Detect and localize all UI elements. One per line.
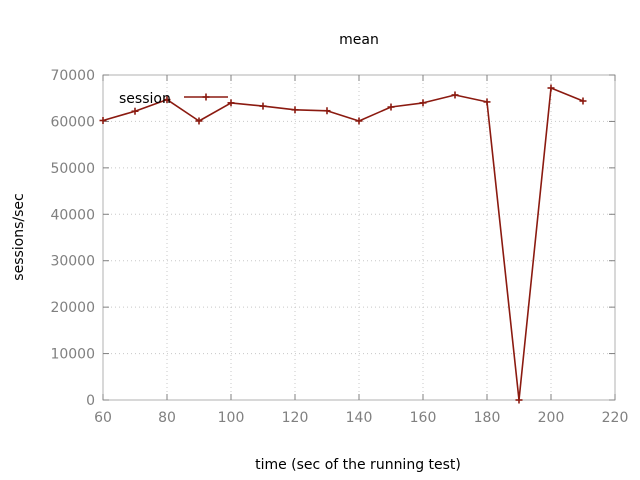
data-point <box>355 117 363 125</box>
data-point <box>387 103 395 111</box>
x-tick-label: 120 <box>282 410 309 426</box>
y-tick-label: 50000 <box>50 161 95 177</box>
legend-marker-session <box>202 93 210 101</box>
data-point <box>227 99 235 107</box>
data-point <box>291 106 299 114</box>
data-point <box>131 107 139 115</box>
chart-title: mean <box>339 32 379 48</box>
data-point <box>483 98 491 106</box>
x-tick-label: 200 <box>538 410 565 426</box>
x-tick-label: 220 <box>602 410 629 426</box>
y-axis-title: sessions/sec <box>11 193 27 280</box>
data-point <box>163 96 171 104</box>
legend: session <box>119 91 228 107</box>
y-tick-label: 20000 <box>50 300 95 316</box>
y-tick-label: 10000 <box>50 347 95 363</box>
x-axis-title: time (sec of the running test) <box>255 457 461 473</box>
x-tick-label: 100 <box>218 410 245 426</box>
x-tick-label: 140 <box>346 410 373 426</box>
data-point <box>419 99 427 107</box>
x-tick-label: 160 <box>410 410 437 426</box>
x-tick-label: 180 <box>474 410 501 426</box>
data-point <box>547 84 555 92</box>
data-point <box>579 97 587 105</box>
data-point <box>451 91 459 99</box>
y-tick-label: 30000 <box>50 254 95 270</box>
data-point <box>323 107 331 115</box>
series-line-session <box>102 87 584 401</box>
y-tick-label: 40000 <box>50 207 95 223</box>
data-point <box>195 117 203 125</box>
x-tick-label: 80 <box>158 410 176 426</box>
legend-label-session: session <box>119 91 171 107</box>
x-tick-label: 60 <box>94 410 112 426</box>
y-tick-label: 0 <box>86 393 95 409</box>
series-group <box>99 84 587 404</box>
y-tick-label: 60000 <box>50 114 95 130</box>
y-tick-label: 70000 <box>50 68 95 84</box>
axis-ticks: 60 80 100 120 140 160 180 200 220 0 10000 20000 3000… <box>50 68 628 426</box>
data-point <box>259 102 267 110</box>
legend-marker-point <box>202 93 210 101</box>
data-point <box>99 117 107 124</box>
data-point <box>515 396 523 404</box>
